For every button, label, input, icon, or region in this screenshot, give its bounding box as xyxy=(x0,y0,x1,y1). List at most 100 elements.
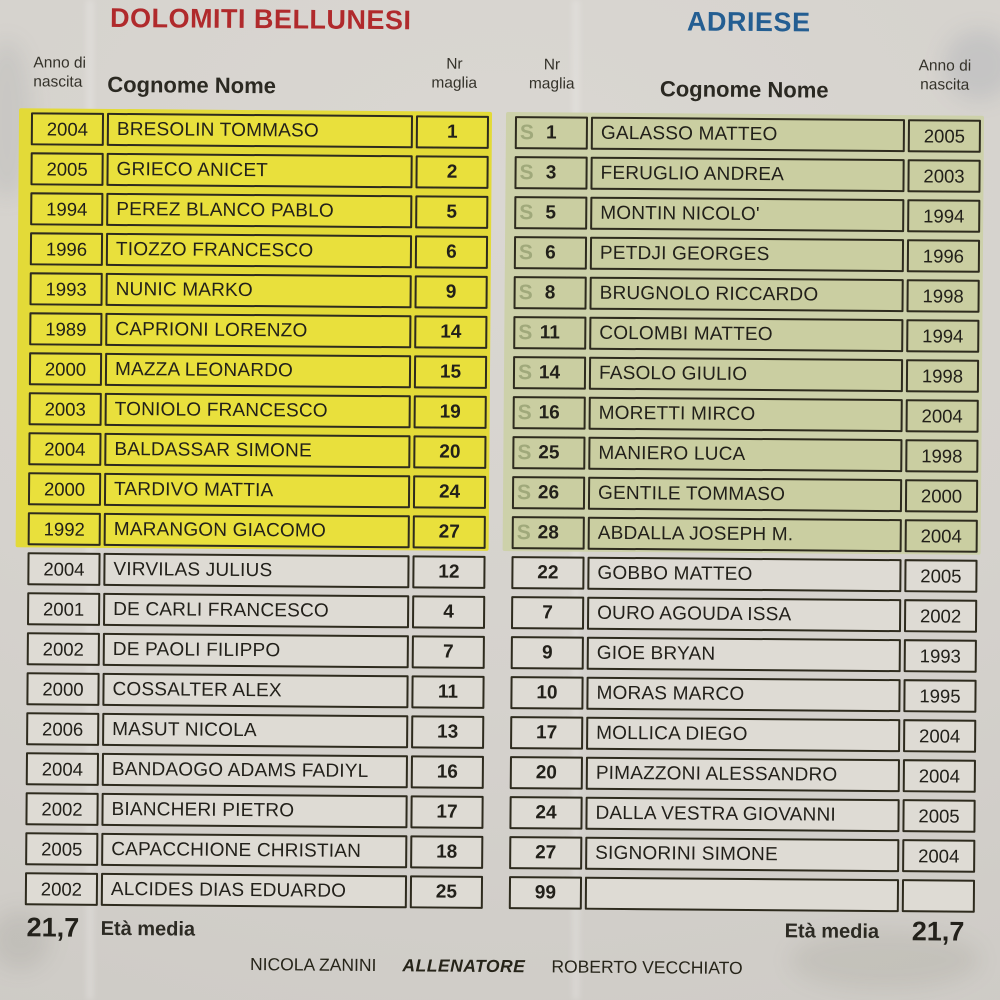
home-coach-name: NICOLA ZANINI xyxy=(249,954,377,976)
birth-year-cell: 2005 xyxy=(30,152,104,186)
table-row: 1996 TIOZZO FRANCESCO 6 xyxy=(29,232,489,269)
birth-year-cell: 2002 xyxy=(25,792,99,826)
player-name-cell: COLOMBI MATTEO xyxy=(589,316,904,353)
away-average-age-label: Età media xyxy=(784,920,880,943)
birth-year-cell: 2004 xyxy=(28,432,102,466)
shirt-number-cell: 9 xyxy=(510,636,584,670)
player-name-cell: MASUT NICOLA xyxy=(102,712,409,749)
shirt-number-cell: 11 xyxy=(411,675,485,709)
home-shirt-column-header: Nr maglia xyxy=(418,54,490,93)
shirt-number-cell: 2 xyxy=(415,155,489,189)
table-row: S 3 FERUGLIO ANDREA 2003 xyxy=(514,156,981,193)
header-line: Nr xyxy=(543,56,561,74)
player-name-cell: FASOLO GIULIO xyxy=(588,356,904,393)
player-name-cell: NUNIC MARKO xyxy=(105,272,412,309)
shirt-number-cell: 99 xyxy=(508,876,583,910)
table-row: 2005 CAPACCHIONE CHRISTIAN 18 xyxy=(25,832,484,869)
player-name-cell: GIOE BRYAN xyxy=(586,636,901,673)
shirt-number-cell: 1 xyxy=(415,115,490,149)
shirt-number-cell: 19 xyxy=(413,395,487,429)
home-team-title: DOLOMITI BELLUNESI xyxy=(109,2,412,36)
shirt-number-cell: 20 xyxy=(413,435,487,469)
table-row: 20 PIMAZZONI ALESSANDRO 2004 xyxy=(509,756,976,793)
player-name-cell: CAPACCHIONE CHRISTIAN xyxy=(101,832,408,869)
header-line: maglia xyxy=(528,75,575,93)
birth-year-cell: 1989 xyxy=(29,312,103,346)
birth-year-cell: 1996 xyxy=(29,232,104,266)
player-name-cell: PEREZ BLANCO PABLO xyxy=(106,192,413,229)
ghost-letter: S xyxy=(518,320,533,344)
header-line: Nr xyxy=(446,55,463,73)
table-row: 2000 MAZZA LEONARDO 15 xyxy=(28,352,488,389)
shirt-number-cell: 25 xyxy=(409,875,484,909)
table-row: S 11 COLOMBI MATTEO 1994 xyxy=(513,316,980,353)
player-name-cell: TARDIVO MATTIA xyxy=(103,472,411,509)
birth-year-cell: 2004 xyxy=(25,752,100,786)
ghost-letter: S xyxy=(516,520,531,544)
shirt-number-cell: 20 xyxy=(509,756,583,790)
shirt-number-cell: 27 xyxy=(412,515,486,549)
table-row: 2003 TONIOLO FRANCESCO 19 xyxy=(28,392,487,429)
birth-year-cell: 2000 xyxy=(28,352,103,386)
birth-year-cell: 1995 xyxy=(903,679,977,713)
table-row: 7 OURO AGOUDA ISSA 2002 xyxy=(510,596,978,633)
player-name-cell: OURO AGOUDA ISSA xyxy=(586,596,902,633)
player-name-cell: DE CARLI FRANCESCO xyxy=(102,592,410,629)
table-row: 24 DALLA VESTRA GIOVANNI 2005 xyxy=(509,796,976,833)
player-name-cell: MONTIN NICOLO' xyxy=(590,196,905,233)
table-row: S 6 PETDJI GEORGES 1996 xyxy=(513,236,981,273)
away-year-column-header: Anno di nascita xyxy=(908,56,981,95)
ghost-letter: S xyxy=(516,480,532,504)
birth-year-cell: 2004 xyxy=(904,519,978,553)
birth-year-cell: 1994 xyxy=(907,199,981,233)
away-shirt-column-header: Nr maglia xyxy=(515,55,588,94)
table-row: 2000 TARDIVO MATTIA 24 xyxy=(27,472,487,509)
player-name-cell: BANDAOGO ADAMS FADIYL xyxy=(101,752,408,789)
table-row: 2004 BALDASSAR SIMONE 20 xyxy=(28,432,487,469)
table-row: 99 xyxy=(508,876,976,913)
birth-year-cell: 1993 xyxy=(29,272,103,306)
shirt-number-cell: 27 xyxy=(509,836,583,870)
birth-year-cell xyxy=(901,879,976,913)
table-row: 9 GIOE BRYAN 1993 xyxy=(510,636,977,673)
shirt-number-cell: 12 xyxy=(412,555,486,589)
birth-year-cell: 2004 xyxy=(903,719,977,753)
birth-year-cell: 2002 xyxy=(903,599,978,633)
player-name-cell: DE PAOLI FILIPPO xyxy=(102,632,409,669)
shirt-number-cell: S 16 xyxy=(512,396,586,430)
shirt-number-cell: 17 xyxy=(510,716,584,750)
shirt-number-cell: 14 xyxy=(414,315,488,349)
table-row: S 28 ABDALLA JOSEPH M. 2004 xyxy=(511,516,978,553)
ghost-letter: S xyxy=(519,120,534,144)
player-name-cell: TIOZZO FRANCESCO xyxy=(105,232,413,269)
player-name-cell: ABDALLA JOSEPH M. xyxy=(587,516,902,553)
table-row: S 25 MANIERO LUCA 1998 xyxy=(512,436,979,473)
ghost-letter: S xyxy=(518,240,534,264)
player-name-cell: VIRVILAS JULIUS xyxy=(103,552,410,589)
shirt-number-cell: 16 xyxy=(410,755,484,789)
player-name-cell: GOBBO MATTEO xyxy=(587,556,902,593)
table-row: 2004 VIRVILAS JULIUS 12 xyxy=(27,552,486,589)
home-name-column-header: Cognome Nome xyxy=(107,71,277,99)
player-name-cell: GALASSO MATTEO xyxy=(590,116,906,153)
table-row: 22 GOBBO MATTEO 2005 xyxy=(511,556,978,593)
birth-year-cell: 1998 xyxy=(906,279,980,313)
player-name-cell: BIANCHERI PIETRO xyxy=(101,792,408,829)
header-line: Anno di xyxy=(918,57,972,75)
birth-year-cell: 1992 xyxy=(27,512,101,546)
shirt-number-cell: 13 xyxy=(411,715,485,749)
player-name-cell: BRESOLIN TOMMASO xyxy=(106,112,414,149)
birth-year-cell: 2001 xyxy=(27,592,101,626)
roster-table-dolomiti: 2004 BRESOLIN TOMMASO 1 2005 GRIECO ANICET 2 1… xyxy=(15,108,493,916)
shirt-number-cell: 4 xyxy=(411,595,486,629)
player-name-cell: MANIERO LUCA xyxy=(588,436,903,473)
table-row: 2002 BIANCHERI PIETRO 17 xyxy=(25,792,484,829)
player-name-cell: GRIECO ANICET xyxy=(106,152,413,189)
player-name-cell: DALLA VESTRA GIOVANNI xyxy=(585,796,900,833)
ghost-letter: S xyxy=(517,400,532,424)
away-name-column-header: Cognome Nome xyxy=(659,76,829,103)
